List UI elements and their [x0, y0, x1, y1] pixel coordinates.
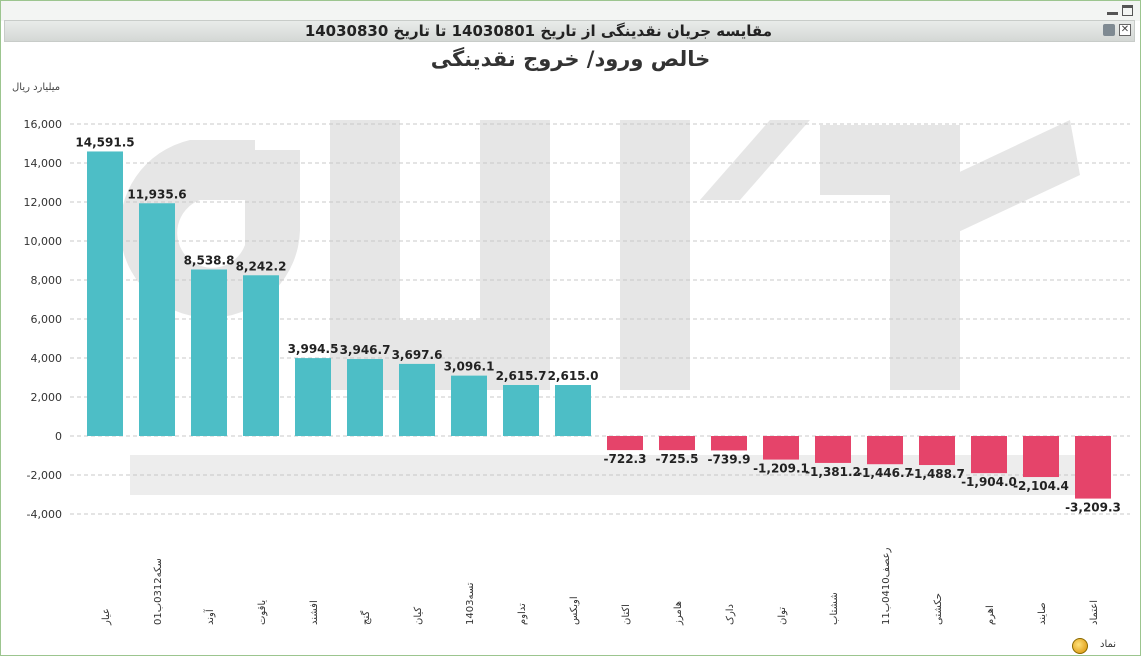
bar[interactable] [763, 436, 799, 460]
x-tick-label: توان [777, 607, 788, 625]
chart-title: خالص ورود/ خروج نقدینگی [430, 47, 711, 71]
panel-title: مقایسه جریان نقدینگی از تاریخ 14030801 ت… [304, 22, 772, 40]
x-tick-label: اهرم [985, 605, 996, 625]
x-tick-label: آوند [203, 608, 216, 625]
data-label: 2,615.7 [496, 369, 547, 383]
data-label: 3,096.1 [444, 360, 495, 374]
bar[interactable] [191, 269, 227, 436]
y-tick-label: 4,000 [31, 352, 63, 365]
y-axis: 16,000 14,000 12,000 10,000 8,000 6,000 4,000 2… [24, 118, 63, 521]
panel-header: مقایسه جریان نقدینگی از تاریخ 14030801 ت… [4, 20, 1135, 42]
y-axis-unit: میلیارد ریال [12, 82, 61, 93]
bar[interactable] [243, 275, 279, 436]
data-label: -722.3 [604, 452, 647, 466]
bar[interactable] [867, 436, 903, 465]
x-tick-label: کیان [413, 607, 424, 625]
x-tick-label: ششتاب [829, 592, 840, 625]
data-label: -1,381.2 [805, 465, 861, 479]
x-tick-label: تسه1403 [465, 582, 476, 625]
watermark-logo [120, 120, 1090, 495]
x-tick-label: رعصف0410ب11 [881, 547, 892, 625]
bars [87, 151, 1111, 499]
y-tick-label: 0 [55, 430, 62, 443]
x-tick-label: عیار [101, 608, 112, 626]
data-label: 14,591.5 [75, 135, 134, 149]
data-label: -1,904.0 [961, 475, 1017, 489]
y-tick-label: 12,000 [24, 196, 63, 209]
data-label: -1,446.7 [857, 466, 913, 480]
y-tick-label: 14,000 [24, 157, 63, 170]
x-tick-label: صایند [1037, 602, 1048, 625]
bar[interactable] [971, 436, 1007, 474]
bar[interactable] [607, 436, 643, 451]
y-tick-label: 2,000 [31, 391, 63, 404]
x-tick-label: اکتان [621, 604, 632, 625]
symbol-label: نماد [1100, 639, 1117, 650]
data-label: -1,488.7 [909, 467, 965, 481]
bar[interactable] [815, 436, 851, 463]
y-tick-label: -4,000 [27, 508, 62, 521]
bar[interactable] [139, 203, 175, 436]
y-tick-label: 10,000 [24, 235, 63, 248]
data-label: -3,209.3 [1065, 501, 1121, 515]
data-label: 8,242.2 [236, 259, 287, 273]
maximize-icon[interactable] [1122, 5, 1133, 16]
x-tick-label: تداوم [517, 603, 528, 625]
data-label: 3,697.6 [392, 348, 443, 362]
x-tick-label: گنج [360, 611, 372, 625]
y-tick-label: 16,000 [24, 118, 63, 131]
refresh-icon[interactable] [1072, 638, 1088, 654]
y-tick-label: 6,000 [31, 313, 63, 326]
bar[interactable] [659, 436, 695, 451]
bar[interactable] [555, 385, 591, 436]
x-axis: عیار سکه0312ب01 آوند یاقوت افشند گنج کیان تسه14… [101, 547, 1100, 626]
bar[interactable] [347, 359, 383, 436]
bar[interactable] [399, 363, 435, 436]
y-tick-label: 8,000 [31, 274, 63, 287]
data-label: 3,946.7 [340, 343, 391, 357]
x-tick-label: حکشتی [933, 593, 944, 625]
bar[interactable] [919, 436, 955, 466]
print-icon[interactable] [1103, 24, 1115, 36]
export-icon[interactable]: ✕ [1119, 24, 1131, 36]
x-tick-label: افشند [309, 600, 320, 625]
x-tick-label: اعتماد [1089, 600, 1100, 625]
bar[interactable] [451, 375, 487, 436]
title-strip [1, 1, 1140, 21]
data-label: -739.9 [708, 452, 751, 466]
data-label: 2,615.0 [548, 369, 599, 383]
data-label: 8,538.8 [184, 253, 235, 267]
bar[interactable] [295, 358, 331, 436]
x-tick-label: سکه0312ب01 [153, 558, 164, 625]
data-label: -725.5 [656, 452, 699, 466]
data-label: 3,994.5 [288, 342, 339, 356]
bar[interactable] [1023, 436, 1059, 478]
bar[interactable] [87, 151, 123, 436]
minimize-icon[interactable] [1107, 9, 1118, 15]
bar[interactable] [711, 436, 747, 451]
data-label: -2,104.4 [1013, 479, 1069, 493]
bar[interactable] [1075, 436, 1111, 499]
x-tick-label: اوبکس [569, 596, 580, 625]
data-label: 11,935.6 [127, 187, 186, 201]
bar[interactable] [503, 384, 539, 436]
value-labels: 14,591.5 11,935.6 8,538.8 8,242.2 3,994.5 3,9… [75, 135, 1121, 514]
x-tick-label: هامرز [673, 601, 684, 626]
data-label: -1,209.1 [753, 462, 809, 476]
y-tick-label: -2,000 [27, 469, 62, 482]
x-tick-label: یاقوت [257, 600, 268, 625]
x-tick-label: دارک [725, 604, 736, 625]
